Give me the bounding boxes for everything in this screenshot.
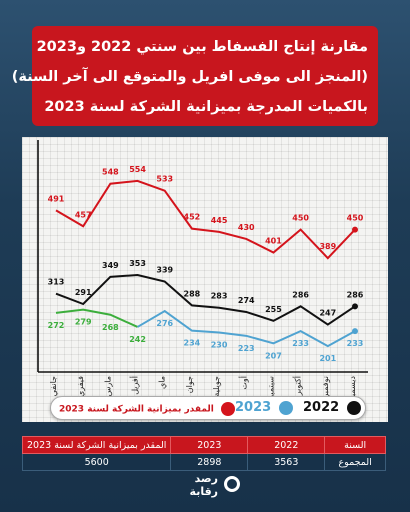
x-tick-label: أفريل: [130, 376, 140, 395]
data-label: 457: [75, 210, 92, 219]
series-2-line: [137, 309, 356, 348]
legend-2022-dot: [346, 400, 361, 415]
logo-line-2: رقابة: [189, 485, 218, 498]
logo-text: رصد رقابة: [190, 472, 218, 498]
data-label: 230: [211, 341, 228, 350]
data-label: 450: [292, 214, 309, 223]
summary-table: السنة 2022 2023 المقدر بميزانية الشركة ل…: [21, 436, 386, 471]
chart-points: [352, 226, 358, 335]
data-label: 279: [75, 318, 92, 327]
data-label: 272: [48, 321, 65, 330]
data-label: 233: [292, 339, 309, 348]
data-label: 274: [238, 296, 255, 305]
legend-2023-dot: [278, 400, 293, 415]
data-label: 401: [265, 237, 282, 246]
data-label: 491: [48, 194, 65, 203]
x-tick-label: ماي: [158, 376, 167, 389]
title-banner: مقارنة إنتاج الفسفاط بين سنتي 2022 و2023…: [11, 26, 378, 126]
header-2023: 2023: [170, 436, 249, 454]
data-label: 291: [75, 288, 92, 297]
data-label: 223: [238, 344, 255, 353]
summary-header-row: السنة 2022 2023 المقدر بميزانية الشركة ل…: [21, 436, 386, 454]
total-2023: 2898: [170, 453, 249, 471]
title-line-3: بالكميات المدرجة بميزانية الشركة لسنة 20…: [44, 99, 368, 115]
x-tick-label: سبتمبر: [266, 376, 275, 400]
x-tick-label: جوان: [185, 376, 194, 393]
data-label: 313: [48, 278, 65, 287]
data-label: 339: [156, 266, 173, 275]
chart-labels: 491 457 548 554 533 452 445 430 401 450 389 450 313 2…: [48, 165, 364, 363]
x-tick-label: ديسمبر: [348, 376, 357, 402]
legend-2022: 2022: [303, 400, 361, 415]
x-tick-label: جانفي: [49, 376, 58, 396]
chart-x-ticks: جانفي فيفري مارس أفريل ماي جوان جويلية أوت سبتمب…: [49, 376, 357, 402]
data-label: 286: [292, 290, 309, 299]
header-year: السنة: [324, 436, 386, 454]
series-1-end-point: [352, 303, 358, 310]
series-2-actual-line: [55, 308, 138, 328]
data-label: 234: [184, 339, 201, 348]
data-label: 276: [156, 319, 173, 328]
x-tick-label: نوفمبر: [321, 376, 330, 399]
data-label: 286: [347, 290, 364, 299]
logo-line-1: رصد: [194, 472, 218, 485]
data-label: 554: [129, 165, 146, 174]
data-label: 242: [129, 335, 146, 344]
total-2022: 3563: [247, 453, 326, 471]
series-2-end-point: [352, 328, 358, 335]
x-tick-label: أكتوبر: [293, 376, 303, 396]
x-tick-label: أوت: [238, 376, 248, 390]
header-budget: المقدر بميزانية الشركة لسنة 2023: [21, 436, 172, 454]
data-label: 283: [211, 292, 228, 301]
x-tick-label: فيفري: [76, 376, 85, 397]
data-label: 247: [319, 309, 336, 318]
title-line-2: (المنجز الى موفى افريل والمتوقع الى آخر …: [11, 69, 368, 85]
series-0-line: [55, 179, 356, 260]
x-tick-label: جويلية: [212, 376, 221, 397]
logo-mark-icon: [224, 476, 240, 492]
logo: رصد رقابة: [180, 470, 240, 504]
total-budget: 5600: [21, 453, 172, 471]
x-tick-label: مارس: [103, 376, 112, 396]
data-label: 233: [347, 339, 364, 348]
data-label: 389: [319, 242, 336, 251]
title-line-1: مقارنة إنتاج الفسفاط بين سنتي 2022 و2023: [36, 39, 368, 55]
legend-budget-label: المقدر بميزانية الشركة لسنة 2023: [59, 404, 214, 415]
data-label: 207: [265, 351, 282, 360]
chart-lines: [55, 179, 356, 348]
data-label: 349: [102, 261, 119, 270]
data-label: 353: [129, 259, 146, 268]
data-label: 450: [347, 214, 364, 223]
data-label: 255: [265, 305, 282, 314]
data-label: 268: [102, 323, 119, 332]
series-1-line: [55, 273, 356, 326]
legend-2023: 2023: [235, 400, 293, 415]
data-label: 452: [184, 213, 201, 222]
header-2022: 2022: [247, 436, 326, 454]
data-label: 201: [319, 354, 336, 363]
series-0-end-point: [352, 226, 358, 233]
legend-2022-label: 2022: [303, 400, 340, 415]
chart-legend: المقدر بميزانية الشركة لسنة 2023 2023 20…: [50, 396, 366, 420]
data-label: 548: [102, 168, 119, 177]
summary-total-row: المجموع 3563 2898 5600: [21, 453, 386, 471]
legend-2023-label: 2023: [235, 400, 272, 415]
legend-budget-dot: [220, 402, 235, 416]
data-label: 430: [238, 223, 255, 232]
chart-axes: [37, 140, 368, 373]
chart-paper: [22, 137, 388, 422]
total-label: المجموع: [324, 453, 386, 471]
data-label: 533: [156, 175, 173, 184]
data-label: 445: [211, 216, 228, 225]
data-label: 288: [184, 289, 201, 298]
legend-budget: المقدر بميزانية الشركة لسنة 2023: [59, 402, 235, 416]
